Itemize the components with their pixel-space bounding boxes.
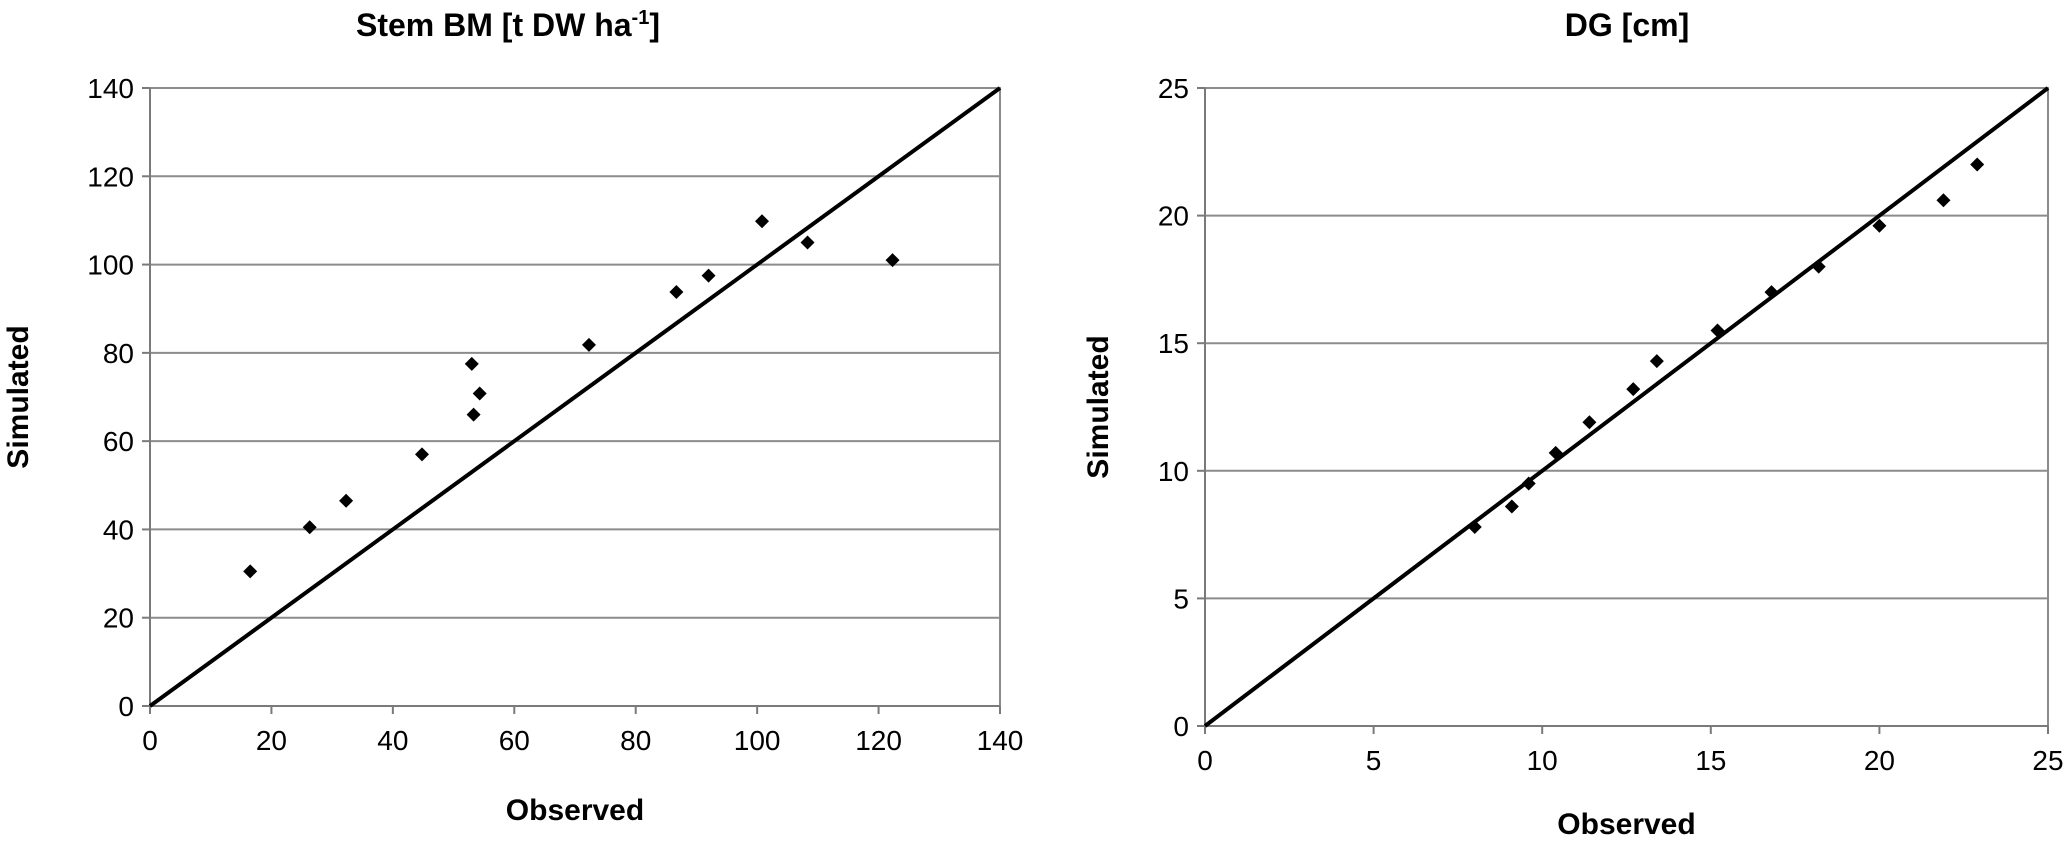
data-point bbox=[1521, 476, 1536, 491]
data-point bbox=[1504, 499, 1519, 514]
one-to-one-line bbox=[148, 86, 1002, 708]
data-point bbox=[243, 564, 258, 579]
x-tick-label: 80 bbox=[620, 725, 651, 756]
dg-chart: 0 5 10 15 20 25 0 5 10 15 20 25 DG [cm] Observed Simul… bbox=[1082, 7, 2064, 841]
x-tick-label: 40 bbox=[377, 725, 408, 756]
x-tick-label: 60 bbox=[499, 725, 530, 756]
y-tick-label: 80 bbox=[103, 338, 134, 369]
data-point bbox=[1548, 445, 1563, 460]
data-point bbox=[1970, 157, 1985, 172]
x-tick-label: 10 bbox=[1527, 745, 1558, 776]
data-point bbox=[1811, 259, 1826, 274]
y-tick-label: 60 bbox=[103, 426, 134, 457]
y-tick-label: 20 bbox=[1158, 201, 1189, 232]
x-tick-label: 0 bbox=[1197, 745, 1213, 776]
x-tick-label: 0 bbox=[142, 725, 158, 756]
x-tick-label: 100 bbox=[734, 725, 781, 756]
x-tick-label: 140 bbox=[977, 725, 1024, 756]
y-axis-title: Simulated bbox=[2, 325, 35, 468]
y-tick-label: 10 bbox=[1158, 456, 1189, 487]
data-point bbox=[701, 268, 716, 283]
x-tick-label: 25 bbox=[2032, 745, 2063, 776]
x-tick-label: 20 bbox=[1864, 745, 1895, 776]
data-point bbox=[669, 284, 684, 299]
y-tick-label: 100 bbox=[87, 250, 134, 281]
data-point bbox=[1710, 323, 1725, 338]
data-point bbox=[466, 407, 481, 422]
stem-biomass-chart: 0 20 40 60 80 100 120 140 0 20 40 60 80 100 120 140 Stem… bbox=[2, 7, 1023, 827]
y-tick-label: 40 bbox=[103, 514, 134, 545]
data-point bbox=[755, 214, 769, 229]
data-point bbox=[415, 447, 429, 462]
x-axis-title: Observed bbox=[506, 794, 644, 827]
y-axis-title: Simulated bbox=[1082, 335, 1115, 478]
y-tick-label: 5 bbox=[1173, 583, 1189, 614]
data-point bbox=[1872, 218, 1887, 233]
data-point bbox=[1467, 519, 1482, 534]
data-point bbox=[464, 356, 479, 371]
y-tick-label: 120 bbox=[87, 161, 134, 192]
data-point bbox=[1582, 415, 1597, 430]
x-axis-title: Observed bbox=[1557, 808, 1695, 841]
x-tick-label: 120 bbox=[855, 725, 902, 756]
data-point bbox=[1649, 354, 1664, 369]
x-tick-label: 20 bbox=[256, 725, 287, 756]
x-tick-label: 5 bbox=[1366, 745, 1382, 776]
one-to-one-line bbox=[1203, 86, 2050, 728]
chart-title: DG [cm] bbox=[1565, 7, 1689, 43]
data-point bbox=[885, 253, 900, 268]
data-point bbox=[1626, 382, 1641, 397]
x-tick-label: 15 bbox=[1695, 745, 1726, 776]
data-point bbox=[1936, 193, 1951, 208]
data-point bbox=[472, 386, 487, 401]
y-tick-label: 25 bbox=[1158, 73, 1189, 104]
data-point bbox=[800, 235, 815, 250]
data-point bbox=[302, 520, 317, 535]
data-point bbox=[1764, 285, 1779, 300]
data-point bbox=[581, 337, 596, 352]
y-tick-label: 0 bbox=[118, 691, 134, 722]
y-tick-label: 0 bbox=[1173, 711, 1189, 742]
y-tick-label: 140 bbox=[87, 73, 134, 104]
y-tick-label: 15 bbox=[1158, 328, 1189, 359]
data-point bbox=[339, 493, 354, 508]
y-tick-label: 20 bbox=[103, 603, 134, 634]
chart-title: Stem BM [t DW ha-1] bbox=[356, 7, 660, 43]
